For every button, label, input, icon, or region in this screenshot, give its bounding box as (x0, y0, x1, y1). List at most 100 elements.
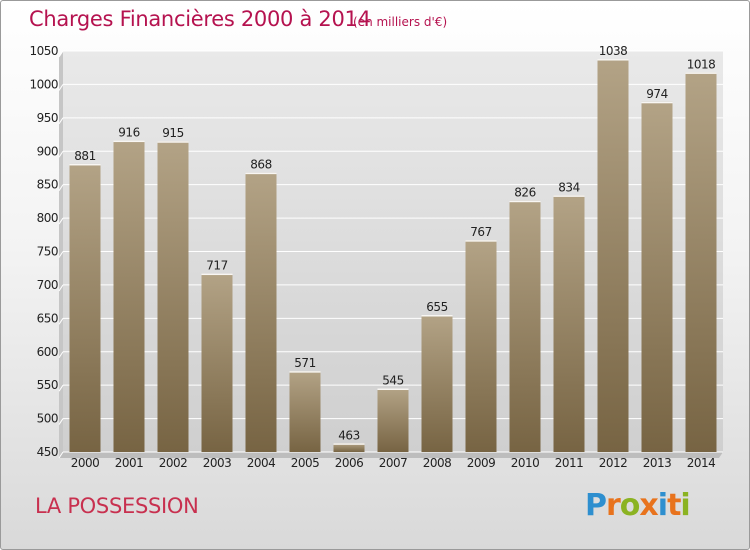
gridline-edge (58, 184, 64, 191)
bar-2012 (597, 59, 629, 453)
gridline-edge (58, 284, 64, 292)
gridline-edge (58, 117, 64, 125)
logo-letter: r (606, 488, 621, 523)
bar-highlight (685, 72, 717, 74)
data-label-2014: 1018 (687, 57, 716, 71)
gridline-edge (58, 384, 64, 392)
bar-2007 (377, 388, 409, 452)
x-tick-label-2003: 2003 (203, 456, 232, 470)
y-tick-label: 1050 (29, 44, 58, 58)
y-tick-label: 850 (37, 178, 58, 192)
y-tick-label: 900 (37, 144, 58, 158)
data-label-2012: 1038 (599, 44, 628, 58)
logo-letter: o (619, 488, 641, 523)
bar-2010 (509, 200, 541, 452)
y-axis: 450 500 550 600 650 700 750 800 850 900 950 1000 105… (29, 44, 58, 459)
bar-highlight (377, 388, 409, 391)
x-tick-label-2005: 2005 (291, 456, 320, 470)
bar-highlight (201, 273, 233, 276)
data-label-2002: 915 (162, 126, 183, 140)
bar-highlight (333, 443, 365, 445)
bar-highlight (553, 195, 585, 197)
x-tick-label-2002: 2002 (159, 456, 188, 470)
data-label-2006: 463 (338, 428, 359, 442)
data-label-2007: 545 (382, 374, 403, 388)
x-tick-label-2000: 2000 (71, 456, 100, 470)
bar-2009 (465, 240, 497, 452)
bar-2000 (69, 163, 101, 452)
y-tick-label: 500 (37, 412, 58, 426)
logo-letter: P (585, 488, 607, 523)
x-tick-label-2007: 2007 (379, 456, 408, 470)
x-axis: 2000 2001 2002 2003 2004 2005 2006 2007 2008 2009… (71, 456, 716, 470)
data-label-2005: 571 (294, 356, 315, 370)
data-label-2000: 881 (74, 149, 95, 163)
data-label-2004: 868 (250, 158, 271, 172)
plot-bottom-edge (59, 452, 723, 458)
y-tick-label: 450 (37, 445, 58, 459)
bar-highlight (421, 314, 453, 317)
y-tick-label: 600 (37, 345, 58, 359)
x-tick-label-2009: 2009 (467, 456, 496, 470)
bar-2008 (421, 314, 453, 452)
x-tick-label-2014: 2014 (687, 456, 716, 470)
bar-2002 (157, 141, 189, 452)
bar-highlight (509, 200, 541, 203)
bar-highlight (113, 140, 145, 143)
bar-highlight (245, 172, 277, 175)
gridline-edge (58, 50, 64, 58)
gridline-edge (58, 251, 64, 258)
place-name: LA POSSESSION (35, 494, 199, 518)
x-tick-label-2006: 2006 (335, 456, 364, 470)
bar-2014 (685, 72, 717, 453)
data-label-2009: 767 (470, 225, 491, 239)
chart-title: Charges Financières 2000 à 2014 (29, 7, 371, 31)
x-tick-label-2001: 2001 (115, 456, 144, 470)
bar-highlight (69, 163, 101, 166)
bar-highlight (465, 240, 497, 242)
bar-highlight (597, 59, 629, 61)
bar-highlight (289, 371, 321, 373)
gridline-edge (58, 451, 64, 459)
data-label-2013: 974 (646, 87, 667, 101)
bar-2004 (245, 172, 277, 453)
chart-subtitle: (en milliers d'€) (353, 15, 448, 29)
x-tick-label-2011: 2011 (555, 456, 584, 470)
logo-letter: t (667, 488, 681, 523)
bar-2013 (641, 101, 673, 452)
gridline-edge (58, 217, 64, 225)
gridline-edge (58, 150, 64, 158)
bars (69, 59, 717, 453)
logo-letter: i (657, 488, 668, 523)
y-tick-label: 550 (37, 378, 58, 392)
proxiti-logo: Proxiti (585, 488, 691, 523)
y-tick-label: 1000 (29, 77, 58, 91)
y-tick-label: 950 (37, 111, 58, 125)
data-labels: 881 916 915 717 868 571 463 545 655 767 826 834 1038… (74, 44, 715, 442)
x-tick-label-2008: 2008 (423, 456, 452, 470)
y-tick-label: 800 (37, 211, 58, 225)
y-tick-label: 650 (37, 311, 58, 325)
data-label-2001: 916 (118, 126, 139, 140)
bar-2001 (113, 140, 145, 452)
bar-2006 (333, 443, 365, 452)
x-tick-label-2012: 2012 (599, 456, 628, 470)
bar-highlight (157, 141, 189, 143)
y-tick-label: 750 (37, 245, 58, 259)
bar-2005 (289, 371, 321, 452)
data-label-2003: 717 (206, 259, 227, 273)
bar-highlight (641, 101, 673, 104)
gridline-edge (58, 318, 64, 325)
gridline-edge (58, 351, 64, 359)
gridline-edge (58, 418, 64, 425)
logo-letter: x (639, 488, 658, 523)
logo-letter: i (680, 488, 690, 523)
x-tick-label-2004: 2004 (247, 456, 276, 470)
gridline-edge (58, 84, 64, 91)
bar-2003 (201, 273, 233, 452)
x-tick-label-2010: 2010 (511, 456, 540, 470)
data-label-2011: 834 (558, 180, 579, 194)
data-label-2010: 826 (514, 186, 535, 200)
